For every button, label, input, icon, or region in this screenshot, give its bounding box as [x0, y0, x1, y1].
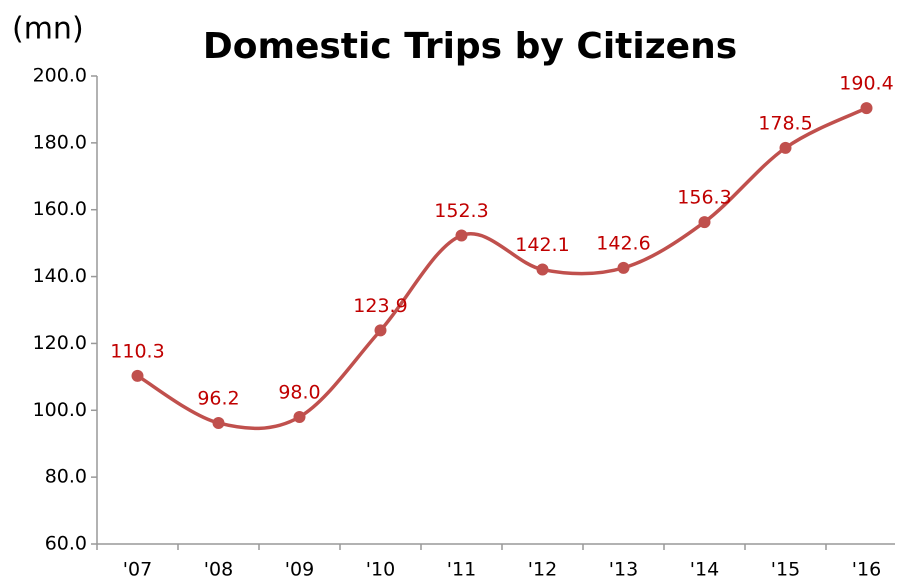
y-tick-label: 60.0	[45, 533, 87, 555]
point	[779, 141, 792, 154]
x-tick-label: '14	[690, 559, 719, 581]
point	[293, 410, 306, 423]
y-tick-label: 100.0	[33, 399, 87, 421]
x-tick-label: '16	[852, 559, 881, 581]
chart-title: Domestic Trips by Citizens	[203, 26, 737, 67]
y-tick-label: 200.0	[33, 65, 87, 87]
value-label: 110.3	[110, 340, 164, 362]
point	[536, 263, 549, 276]
value-label: 178.5	[758, 112, 812, 134]
x-tick-label: '15	[771, 559, 800, 581]
x-tick-label: '12	[528, 559, 557, 581]
point	[617, 261, 630, 274]
value-label: 152.3	[434, 200, 488, 222]
point	[374, 324, 387, 337]
line	[136, 106, 868, 431]
y-tick-label: 140.0	[33, 265, 87, 287]
point	[131, 369, 144, 382]
value-label: 156.3	[677, 187, 731, 209]
value-label: 98.0	[278, 381, 320, 403]
value-label: 123.9	[353, 295, 407, 317]
x-tick-label: '13	[609, 559, 638, 581]
point	[455, 229, 468, 242]
point	[860, 102, 873, 115]
value-label: 142.1	[515, 234, 569, 256]
value-label: 142.6	[596, 232, 650, 254]
y-tick-label: 120.0	[33, 332, 87, 354]
y-tick-label: 180.0	[33, 131, 87, 153]
value-label: 96.2	[197, 387, 239, 409]
point	[212, 416, 225, 429]
x-tick-label: '07	[123, 559, 152, 581]
x-tick-label: '10	[366, 559, 395, 581]
y-tick-label: 160.0	[33, 198, 87, 220]
x-tick-label: '08	[204, 559, 233, 581]
y-tick-label: 80.0	[45, 466, 87, 488]
x-tick-label: '11	[447, 559, 476, 581]
x-tick-label: '09	[285, 559, 314, 581]
point	[698, 216, 711, 229]
unit-label: (mn)	[12, 12, 84, 47]
value-label: 190.4	[839, 73, 893, 95]
